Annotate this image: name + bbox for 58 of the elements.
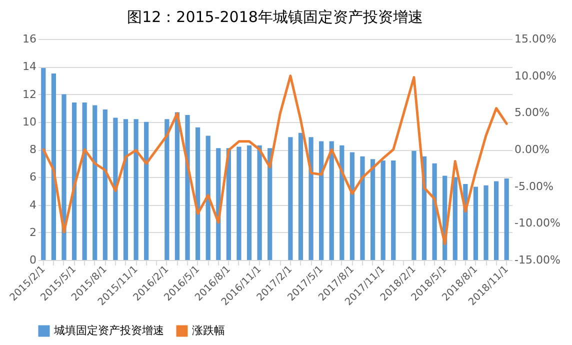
legend-label: 涨跌幅 [192, 324, 225, 337]
bar [134, 119, 138, 260]
bar [350, 152, 355, 260]
y2-tick-label: 0.00% [514, 143, 550, 156]
y-tick-label: 6 [30, 170, 36, 184]
bar [391, 160, 396, 260]
bar [308, 137, 314, 260]
bar [288, 137, 293, 260]
bar [340, 145, 344, 260]
bar [380, 160, 386, 260]
y2-tick-label: 5.00% [514, 106, 550, 120]
y2-tick-label: 10.00% [514, 69, 556, 82]
bar [329, 141, 334, 260]
y-tick-label: 0 [30, 254, 36, 266]
bar [102, 109, 108, 260]
y-tick-label: 12 [22, 88, 36, 101]
bar [144, 122, 149, 260]
y-tick-label: 2 [30, 226, 36, 239]
bar [473, 186, 478, 260]
y-tick-label: 8 [30, 143, 36, 156]
bar [82, 102, 87, 260]
bar [298, 132, 304, 260]
bar [246, 145, 252, 260]
bar [72, 102, 77, 260]
y-tick-label: 14 [22, 60, 36, 74]
bar [195, 127, 200, 260]
bar [268, 148, 272, 260]
bar [360, 156, 365, 260]
bar [370, 159, 376, 260]
bar [92, 105, 98, 260]
bar [484, 185, 488, 260]
bar [51, 74, 56, 260]
y2-tick-label: 15.00% [514, 32, 556, 46]
legend-label: 城填固定资产投资增速 [53, 324, 164, 337]
bar [412, 150, 416, 260]
bar [236, 146, 242, 260]
bar [319, 141, 324, 260]
chart-title: 图12：2015-2018年城镇固定资产投资增速 [127, 8, 423, 26]
bar [206, 136, 210, 260]
bar [113, 118, 118, 260]
bar [123, 119, 128, 260]
y-tick-label: 10 [22, 115, 36, 128]
bar [432, 163, 437, 260]
y2-tick-label: -15.00% [514, 254, 560, 266]
bar [185, 114, 190, 260]
bar [494, 181, 499, 260]
bar [174, 112, 180, 260]
bar [504, 178, 509, 260]
y-tick-label: 4 [30, 198, 36, 212]
line-series [42, 74, 508, 246]
bar [62, 94, 66, 260]
bar [257, 145, 262, 260]
bar [452, 177, 458, 260]
bar [41, 68, 46, 260]
y2-tick-label: -5.00% [514, 180, 554, 193]
bar [164, 119, 170, 260]
y-tick-label: 16 [22, 32, 36, 46]
y2-tick-label: -10.00% [514, 216, 560, 230]
